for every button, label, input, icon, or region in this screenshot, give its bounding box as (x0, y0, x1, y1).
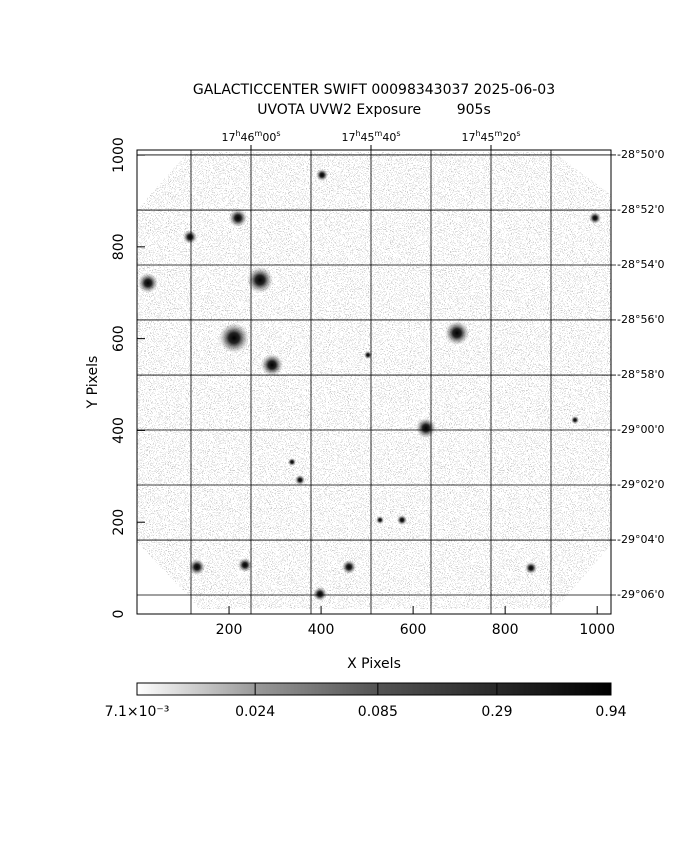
plot-frame (136, 149, 612, 615)
y-tick-label: 200 (111, 509, 127, 536)
y-tick-label: 0 (111, 610, 127, 619)
y-tick-label: 1000 (111, 137, 127, 173)
x-tick-label: 800 (492, 622, 519, 638)
ra-tick-label: 17h46m00s (221, 129, 280, 145)
x-tick-label: 400 (308, 622, 335, 638)
colorbar-tick-label: 0.024 (235, 704, 275, 720)
colorbar-tick-label: 0.94 (595, 704, 626, 720)
y-tick-label: 400 (111, 417, 127, 444)
dec-tick-label: -28°56'0 (617, 313, 665, 326)
x-tick-label: 200 (216, 622, 243, 638)
dec-tick-label: -29°02'0 (617, 478, 665, 491)
sky-image (137, 152, 611, 609)
ra-tick-label: 17h45m40s (341, 129, 400, 145)
x-tick-label: 600 (400, 622, 427, 638)
y-tick-label: 800 (111, 233, 127, 260)
colorbar-tick-label: 0.085 (358, 704, 398, 720)
dec-tick-label: -29°00'0 (617, 423, 665, 436)
dec-tick-label: -28°58'0 (617, 368, 665, 381)
dec-tick-label: -28°50'0 (617, 148, 665, 161)
dec-tick-label: -29°04'0 (617, 533, 665, 546)
colorbar-tick-label: 0.29 (481, 704, 512, 720)
colorbar-tick-label: 7.1×10⁻³ (105, 704, 170, 720)
y-axis-label: Y Pixels (85, 356, 101, 410)
dec-tick-label: -28°54'0 (617, 258, 665, 271)
colorbar (136, 682, 612, 696)
y-tick-label: 600 (111, 325, 127, 352)
x-tick-label: 1000 (579, 622, 615, 638)
dec-tick-label: -29°06'0 (617, 588, 665, 601)
chart-subtitle: UVOTA UVW2 Exposure 905s (257, 102, 491, 118)
x-axis-label: X Pixels (347, 656, 401, 672)
chart-title: GALACTICCENTER SWIFT 00098343037 2025-06… (193, 82, 555, 98)
ra-tick-label: 17h45m20s (461, 129, 520, 145)
dec-tick-label: -28°52'0 (617, 203, 665, 216)
